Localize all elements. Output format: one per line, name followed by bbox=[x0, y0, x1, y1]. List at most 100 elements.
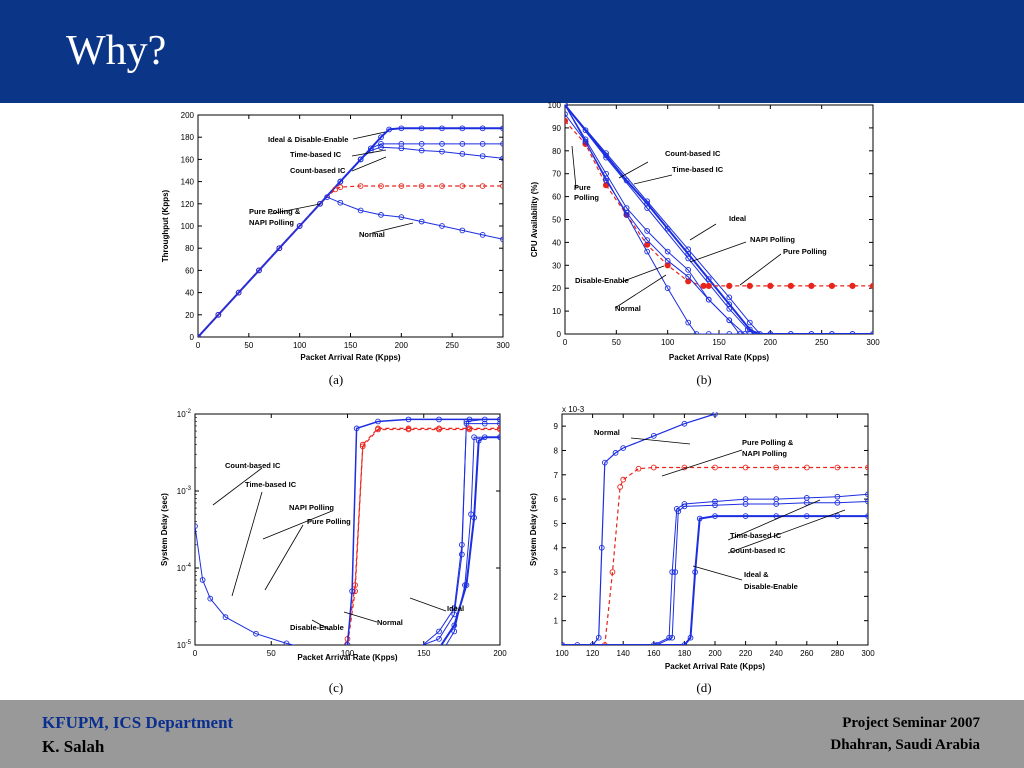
data-point bbox=[788, 331, 794, 334]
y-tick-label: 2 bbox=[554, 592, 559, 601]
annotation-label: Count-based IC bbox=[225, 461, 281, 470]
data-point bbox=[644, 228, 650, 234]
x-tick-label: 200 bbox=[708, 649, 722, 658]
annotation-label: Pure Polling & bbox=[742, 438, 794, 447]
data-point bbox=[644, 198, 650, 205]
series-line bbox=[562, 413, 716, 645]
annotation-label: Pure bbox=[574, 183, 591, 192]
data-point bbox=[497, 434, 500, 441]
annotation-arrow bbox=[692, 565, 743, 581]
series-normal bbox=[337, 416, 500, 674]
y-tick-label: 5 bbox=[554, 519, 559, 528]
data-point bbox=[378, 183, 384, 189]
data-point bbox=[726, 331, 733, 334]
series-line bbox=[565, 104, 873, 334]
data-point bbox=[808, 331, 815, 334]
data-point bbox=[375, 418, 381, 425]
y-tick-label: 8 bbox=[554, 446, 559, 455]
footer-author: K. Salah bbox=[42, 737, 105, 756]
data-point bbox=[726, 305, 733, 312]
data-point bbox=[672, 569, 679, 575]
data-point bbox=[315, 683, 320, 688]
footer-location: Dhahran, Saudi Arabia bbox=[830, 737, 980, 753]
data-point bbox=[685, 273, 692, 280]
x-tick-label: 50 bbox=[267, 649, 276, 658]
data-point bbox=[803, 499, 810, 506]
annotation-label: Time-based IC bbox=[290, 150, 342, 159]
x-tick-label: 140 bbox=[617, 649, 631, 658]
annotation-label: Polling bbox=[574, 193, 599, 202]
data-point bbox=[463, 420, 470, 427]
y-tick-label: 10-4 bbox=[177, 563, 192, 573]
x-tick-label: 0 bbox=[563, 338, 568, 347]
data-point bbox=[603, 175, 609, 182]
chart-panel: 0 50 100 150 200 250 300 0 10 20 30 40 50 60 70 80 90 100… bbox=[530, 101, 880, 387]
data-point bbox=[635, 465, 642, 472]
series-ideal-disable-enable bbox=[562, 513, 868, 645]
data-point bbox=[742, 464, 749, 471]
annotation-label: NAPI Polling bbox=[750, 235, 795, 244]
y-tick-label: 100 bbox=[181, 222, 195, 231]
x-axis-label: Packet Arrival Rate (Kpps) bbox=[669, 353, 770, 362]
data-point bbox=[497, 420, 500, 427]
data-point bbox=[742, 501, 749, 507]
y-tick-label: 9 bbox=[554, 422, 559, 431]
data-point bbox=[736, 331, 743, 334]
data-point bbox=[565, 111, 568, 118]
data-point bbox=[398, 125, 405, 132]
annotation-label: Normal bbox=[594, 428, 620, 437]
data-point bbox=[406, 681, 411, 686]
data-point bbox=[284, 689, 289, 694]
data-point bbox=[439, 148, 445, 155]
x-tick-label: 180 bbox=[678, 649, 692, 658]
y-tick-label: 200 bbox=[181, 111, 195, 120]
annotation-arrow bbox=[264, 524, 304, 591]
data-point bbox=[296, 223, 303, 229]
annotation-arrow bbox=[661, 449, 743, 477]
data-point bbox=[439, 183, 445, 189]
data-point bbox=[726, 294, 733, 301]
footer-department: KFUPM, ICS Department bbox=[42, 713, 234, 732]
data-point bbox=[696, 515, 703, 522]
data-point bbox=[773, 501, 780, 507]
y-axis-label: System Delay (sec) bbox=[529, 493, 538, 566]
data-point bbox=[623, 212, 630, 218]
plot-frame bbox=[564, 104, 874, 335]
data-point bbox=[405, 416, 412, 423]
x-tick-label: 200 bbox=[764, 338, 778, 347]
data-point bbox=[746, 331, 753, 334]
x-tick-label: 300 bbox=[496, 341, 510, 350]
data-point bbox=[479, 153, 486, 159]
annotation-label: Disable-Enable bbox=[744, 582, 798, 591]
series-line bbox=[346, 428, 500, 645]
y-tick-label: 60 bbox=[552, 193, 561, 202]
data-point bbox=[479, 232, 486, 238]
data-point bbox=[479, 141, 486, 147]
series-line bbox=[445, 436, 500, 645]
data-point bbox=[284, 693, 289, 698]
data-point bbox=[337, 669, 342, 674]
series-disable-enable bbox=[406, 434, 500, 686]
annotation-label: Pure Polling bbox=[783, 247, 827, 256]
data-point bbox=[582, 138, 589, 145]
y-tick-label: 3 bbox=[554, 568, 559, 577]
y-tick-label: 40 bbox=[552, 238, 561, 247]
y-tick-label: 20 bbox=[552, 284, 561, 293]
series-line bbox=[198, 196, 503, 337]
data-point bbox=[223, 683, 228, 688]
data-point bbox=[865, 513, 868, 519]
annotation-label: Ideal bbox=[447, 604, 464, 613]
data-point bbox=[475, 437, 482, 444]
data-point bbox=[685, 267, 692, 273]
annotation-arrow bbox=[633, 174, 673, 185]
data-point bbox=[692, 569, 698, 575]
data-point bbox=[752, 331, 758, 334]
data-point bbox=[712, 513, 718, 519]
data-point bbox=[650, 464, 657, 471]
data-point bbox=[198, 334, 201, 337]
y-axis-label: System Delay (sec) bbox=[160, 493, 169, 566]
annotation-arrow bbox=[269, 203, 321, 215]
data-point bbox=[705, 296, 712, 303]
annotation-arrow bbox=[620, 265, 665, 283]
data-point bbox=[681, 642, 688, 645]
